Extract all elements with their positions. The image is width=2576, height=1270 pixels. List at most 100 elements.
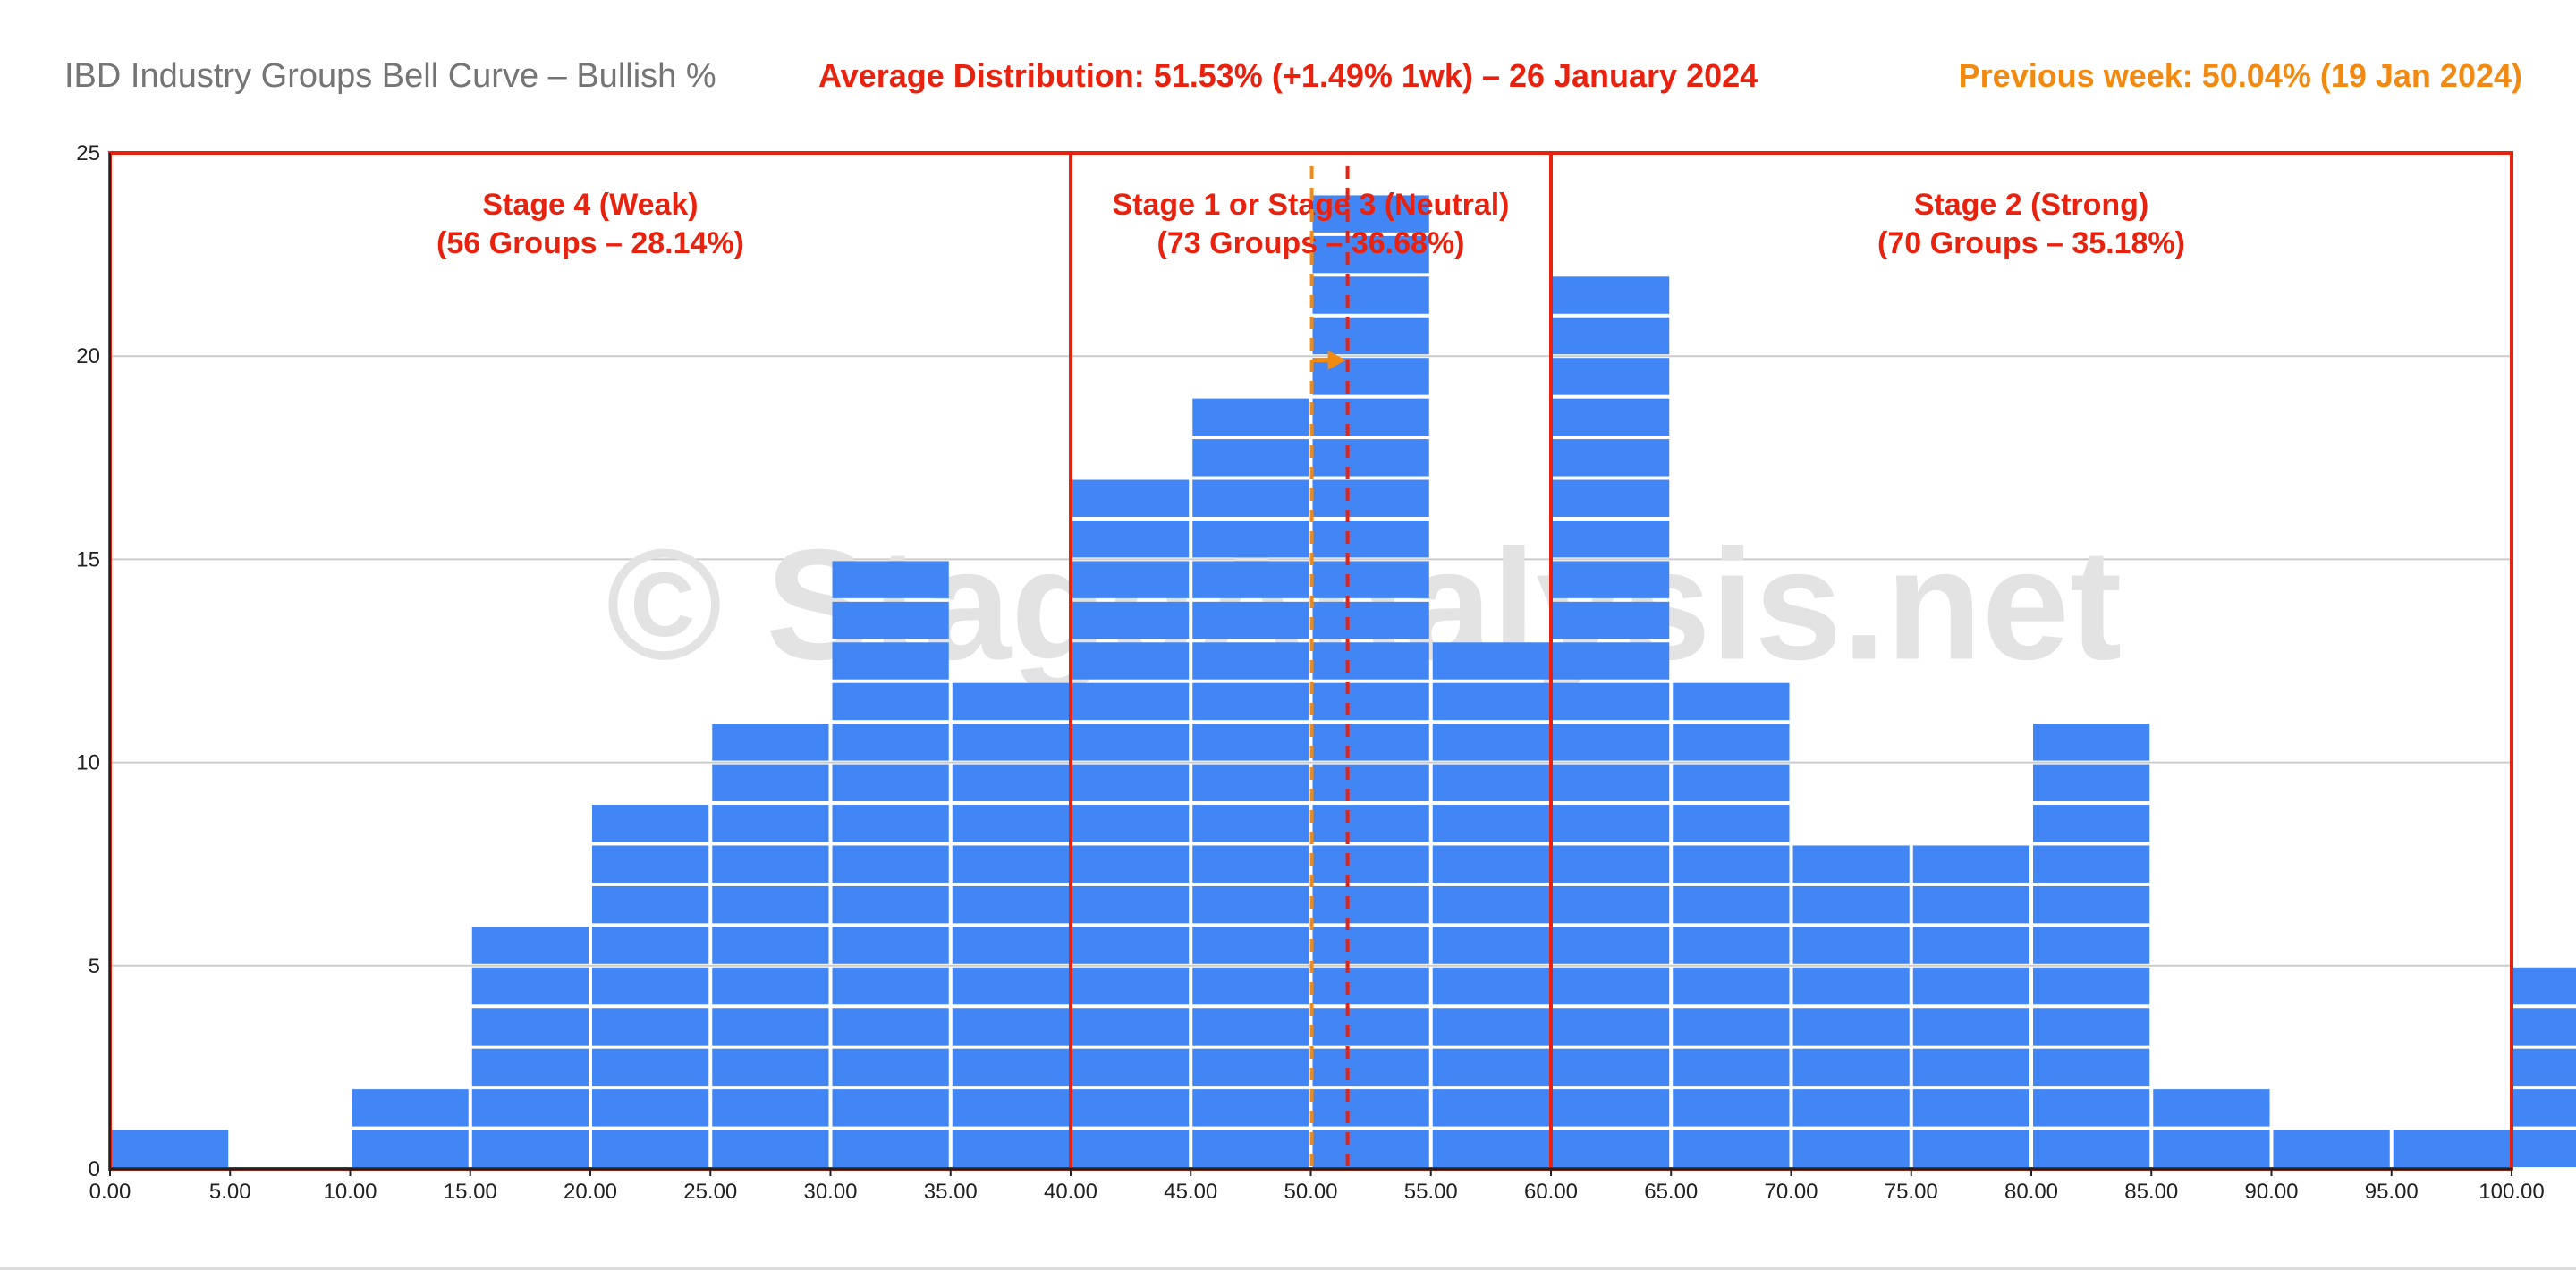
bar-segment (832, 1130, 949, 1167)
x-tick-label: 95.00 (2365, 1180, 2419, 1204)
bar-segment (1553, 601, 1670, 639)
bar-segment (2273, 1130, 2390, 1167)
bar-segment (1312, 235, 1429, 274)
bar-segment (2033, 724, 2150, 761)
bar-segment (1312, 561, 1429, 598)
axes: 0 5 10 15 20 25 0.00 5.00 10.00 15.00 20.00 25.00 30… (76, 141, 2544, 1204)
histogram-bar (2393, 1130, 2510, 1167)
bar-segment (1432, 885, 1549, 924)
bar-segment (1312, 967, 1429, 1005)
bar-segment (471, 1089, 589, 1127)
bar-segment (1553, 642, 1670, 680)
bar-segment (1312, 439, 1429, 477)
bar-segment (1553, 317, 1670, 355)
bar-segment (1072, 561, 1190, 598)
bar-segment (1792, 885, 1910, 924)
bar-segment (1192, 601, 1309, 639)
bar-segment (1192, 439, 1309, 477)
histogram-bars (112, 195, 2576, 1167)
bar-segment (712, 885, 829, 924)
bar-segment (1312, 764, 1429, 802)
bar-segment (1312, 845, 1429, 883)
x-tick-label: 0.00 (89, 1180, 131, 1204)
bar-segment (1553, 398, 1670, 436)
bar-segment (952, 845, 1069, 883)
bar-segment (592, 967, 709, 1005)
bar-segment (1312, 682, 1429, 721)
bar-segment (1673, 1008, 1790, 1046)
histogram-bar (2153, 1089, 2270, 1167)
shift-arrow-icon (1327, 350, 1346, 370)
x-tick-label: 90.00 (2244, 1180, 2298, 1204)
bar-segment (1312, 195, 1429, 233)
bar-segment (1312, 601, 1429, 639)
bar-segment (952, 967, 1069, 1005)
bar-segment (832, 724, 949, 761)
bar-segment (1553, 1089, 1670, 1127)
bar-segment (471, 967, 589, 1005)
bar-segment (1553, 885, 1670, 924)
bar-segment (592, 805, 709, 842)
x-tick-label: 60.00 (1524, 1180, 1578, 1204)
bar-segment (1312, 1008, 1429, 1046)
bar-segment (1312, 276, 1429, 314)
bar-segment (592, 885, 709, 924)
bar-segment (1553, 1130, 1670, 1167)
bar-segment (952, 764, 1069, 802)
bar-segment (1192, 967, 1309, 1005)
bar-segment (471, 1130, 589, 1167)
y-tick-label: 15 (76, 547, 100, 572)
bar-segment (1072, 682, 1190, 721)
bar-segment (952, 1089, 1069, 1127)
histogram-bar (592, 805, 709, 1167)
bar-segment (1312, 317, 1429, 355)
bar-segment (1192, 398, 1309, 436)
histogram-bar (712, 724, 829, 1167)
bar-segment (1792, 967, 1910, 1005)
bar-segment (2513, 1008, 2576, 1046)
bar-segment (712, 764, 829, 802)
x-tick-label: 85.00 (2124, 1180, 2178, 1204)
bar-segment (1673, 682, 1790, 721)
bar-segment (1553, 805, 1670, 842)
bar-segment (1072, 520, 1190, 558)
bar-segment (832, 805, 949, 842)
bar-segment (1553, 724, 1670, 761)
bar-segment (1192, 927, 1309, 964)
bar-segment (1192, 479, 1309, 517)
bar-segment (1312, 1130, 1429, 1167)
bar-segment (832, 764, 949, 802)
bar-segment (2033, 927, 2150, 964)
bar-segment (2153, 1130, 2270, 1167)
bar-segment (592, 1089, 709, 1127)
bar-segment (1912, 1008, 2029, 1046)
bar-segment (1673, 845, 1790, 883)
bar-segment (1673, 764, 1790, 802)
bar-segment (712, 1130, 829, 1167)
bar-segment (1553, 439, 1670, 477)
average-distribution-label: Average Distribution: 51.53% (+1.49% 1wk… (818, 57, 1758, 94)
bar-segment (1192, 764, 1309, 802)
bar-segment (1432, 967, 1549, 1005)
bar-segment (1432, 642, 1549, 680)
histogram-bar (1312, 195, 1429, 1167)
bar-segment (1072, 885, 1190, 924)
chart-header: IBD Industry Groups Bell Curve – Bullish… (0, 57, 2576, 111)
bar-segment (952, 805, 1069, 842)
bar-segment (2033, 764, 2150, 802)
bar-segment (1192, 642, 1309, 680)
histogram-bar (832, 561, 949, 1167)
bar-segment (1553, 764, 1670, 802)
bar-segment (1072, 642, 1190, 680)
bar-segment (832, 642, 949, 680)
bar-segment (832, 885, 949, 924)
x-tick-label: 55.00 (1404, 1180, 1458, 1204)
bar-segment (712, 724, 829, 761)
bar-segment (1673, 724, 1790, 761)
bar-segment (1192, 1008, 1309, 1046)
histogram-bar (952, 682, 1069, 1167)
bar-segment (832, 1008, 949, 1046)
bar-segment (1432, 724, 1549, 761)
histogram-bar (1553, 276, 1670, 1167)
bar-segment (712, 1008, 829, 1046)
